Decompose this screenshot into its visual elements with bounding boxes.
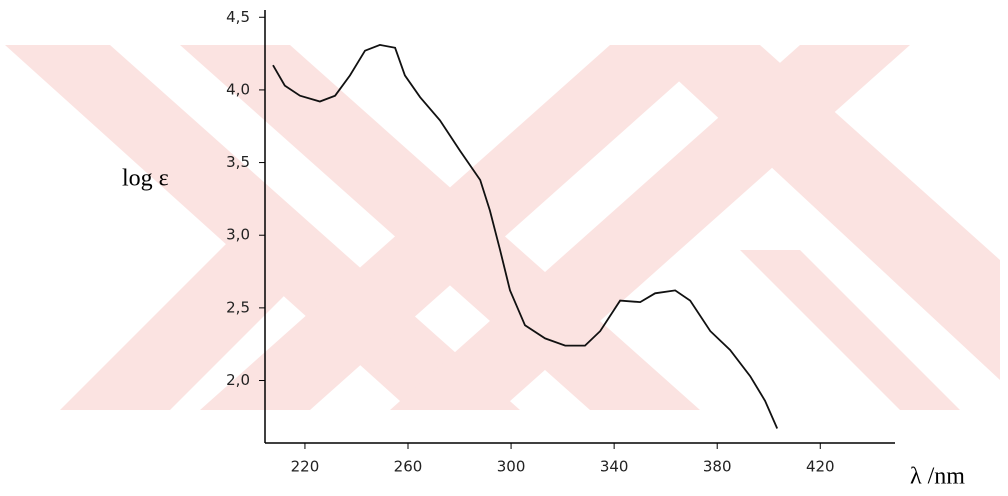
x-tick-label: 380 — [703, 458, 732, 476]
x-axis-label: λ /nm — [910, 464, 965, 490]
x-tick-label: 340 — [600, 458, 629, 476]
x-tick-label: 300 — [497, 458, 526, 476]
y-tick-label: 2,0 — [226, 371, 250, 389]
y-axis-label: log ε — [122, 166, 169, 192]
x-tick-label: 260 — [394, 458, 423, 476]
y-tick-label: 4,5 — [226, 8, 250, 26]
data-line — [272, 43, 779, 429]
y-tick-label: 2,5 — [226, 298, 250, 316]
x-tick-label: 220 — [291, 458, 320, 476]
watermark — [5, 45, 1000, 410]
y-tick-label: 4,0 — [226, 80, 250, 98]
y-tick-label: 3,0 — [226, 226, 250, 244]
y-tick-label: 3,5 — [226, 153, 250, 171]
x-tick-label: 420 — [806, 458, 835, 476]
